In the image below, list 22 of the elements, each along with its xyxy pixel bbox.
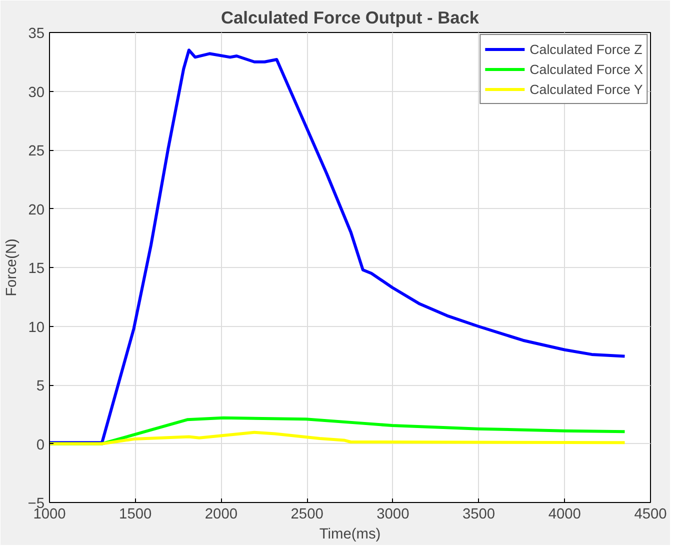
x-tick-label: 4500 [634,506,667,522]
y-tick-label: 10 [28,320,45,336]
legend-label: Calculated Force Y [530,82,643,96]
y-tick-label: 30 [28,84,45,101]
x-tick-label: 3500 [462,506,496,522]
y-tick-label: 5 [36,378,45,394]
y-tick-label: 0 [36,437,45,454]
y-tick-label: 20 [28,202,45,218]
x-tick-label: 1500 [119,506,152,522]
x-tick-label: 2000 [204,506,238,522]
legend-label: Calculated Force Z [530,42,642,56]
y-tick-label: 25 [28,144,45,160]
x-axis-title: Time(ms) [319,526,381,542]
x-tick-label: 3000 [376,506,410,522]
x-tick-label: 2500 [290,506,324,522]
y-axis-title: Force(N) [4,238,20,296]
y-tick-label: 15 [28,261,45,277]
chart-title: Calculated Force Output - Back [220,8,480,28]
line-series [50,430,626,446]
legend-label: Calculated Force X [530,62,643,76]
y-tick-label: 35 [28,26,45,42]
x-tick-label: 4000 [548,506,581,522]
